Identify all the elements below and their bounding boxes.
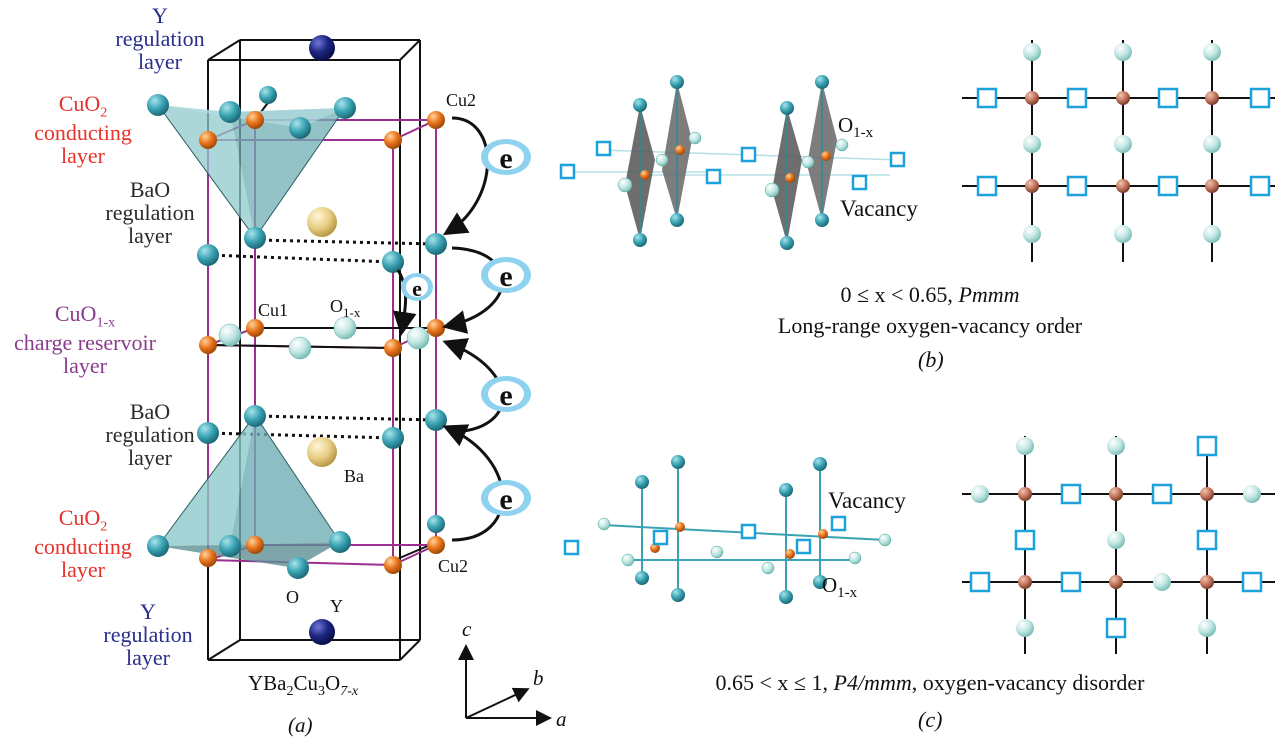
panel-c-chain-oxygen: [597, 517, 892, 575]
panel-c-oxygen-atoms: [635, 455, 827, 604]
axis-a-label: a: [556, 707, 567, 731]
electron-badge-1: e: [481, 139, 531, 175]
chain-oxygen-atoms: [218, 316, 430, 360]
cu2-label-bottom: Cu2: [438, 556, 468, 576]
ba-atom-bottom: [307, 437, 337, 467]
panel-b-chain-lines: [568, 149, 901, 176]
panel-b-vacancies: [559, 140, 906, 191]
y-label: Y: [330, 596, 343, 616]
cuo2-conducting-layer-label-top: CuO2 conducting layer: [34, 91, 132, 169]
panel-b-caption: Long-range oxygen-vacancy order: [778, 313, 1083, 338]
panel-b-copper-atoms: [640, 145, 831, 183]
ba-atom-top: [307, 207, 337, 237]
svg-text:e: e: [412, 276, 422, 301]
bao-regulation-layer-label-bottom: BaO regulation layer: [105, 399, 195, 471]
panel-b-chain-oxygen: [617, 131, 849, 198]
panel-c-o1x-label: O1-x: [822, 573, 858, 601]
electron-badge-2: e: [481, 257, 531, 293]
electron-badge-small: e: [401, 273, 433, 301]
cu2-label-top: Cu2: [446, 90, 476, 110]
panel-c-grid-oxygen: [971, 437, 1261, 637]
electron-badge-3: e: [481, 376, 531, 412]
panel-b-grid-copper: [1025, 91, 1219, 193]
oxygen-atoms: [147, 86, 447, 579]
panel-c-vacancy-label: Vacancy: [828, 488, 906, 513]
formula-label: YBa2Cu3O7-x: [248, 671, 359, 699]
axis-b-label: b: [533, 666, 544, 690]
panel-c-grid-copper: [1018, 487, 1214, 589]
svg-text:e: e: [499, 142, 512, 175]
cuo-charge-reservoir-layer-label: CuO1-x charge reservoir layer: [14, 301, 156, 379]
svg-text:e: e: [499, 379, 512, 412]
y-atom-top: [309, 35, 335, 61]
y-atom-bottom: [309, 619, 335, 645]
electron-badges: e e e e e: [401, 139, 531, 516]
electron-badge-4: e: [481, 480, 531, 516]
panel-c-label: (c): [918, 707, 942, 732]
panel-c-vacancies: [563, 515, 847, 556]
cu1-label: Cu1: [258, 300, 288, 320]
ba-label: Ba: [344, 466, 364, 486]
panel-c-grid-vacancies: [969, 435, 1263, 639]
panel-c-caption: 0.65 < x ≤ 1, P4/mmm, oxygen-vacancy dis…: [716, 670, 1146, 695]
axis-c-label: c: [462, 617, 472, 641]
o-label: O: [286, 587, 299, 607]
o1x-label: O1-x: [330, 296, 361, 320]
copper-atoms: [199, 111, 445, 574]
cuo2-conducting-layer-label-bottom: CuO2 conducting layer: [34, 505, 132, 583]
panel-c-copper-atoms: [650, 522, 828, 559]
panel-b-vacancy-label: Vacancy: [840, 196, 918, 221]
panel-b-grid-vacancies: [976, 87, 1271, 197]
axis-triad: [458, 644, 552, 726]
panel-b-oxygen-atoms: [633, 75, 829, 250]
panel-b-grid-oxygen: [1023, 43, 1221, 243]
svg-text:e: e: [499, 483, 512, 516]
panel-b-o1x-label: O1-x: [838, 113, 874, 141]
bao-dotted-bonds: [207, 238, 437, 440]
svg-text:e: e: [499, 260, 512, 293]
panel-a-label: (a): [288, 713, 313, 737]
panel-b-condition: 0 ≤ x < 0.65, Pmmm: [840, 282, 1019, 307]
bao-regulation-layer-label-top: BaO regulation layer: [105, 177, 195, 249]
panel-b-label: (b): [918, 347, 944, 372]
